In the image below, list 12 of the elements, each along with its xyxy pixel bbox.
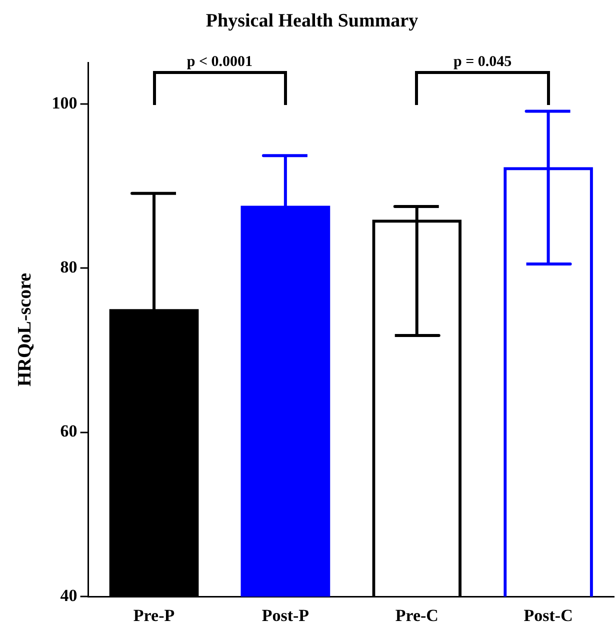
annotation: p = 0.045 [454,54,512,70]
x-tick-label: Post-C [524,606,573,626]
y-axis-title: HRQoL-score [14,272,36,387]
annotation: p < 0.0001 [186,54,253,70]
y-tick-label: 80 [60,258,78,276]
chart-title: Physical Health Summary [206,10,419,32]
y-tick-label: 100 [52,93,78,112]
x-tick-label: Pre-C [395,606,438,626]
x-tick-label: Post-P [262,606,310,626]
x-tick-label: Pre-P [133,606,175,626]
y-tick-label: 40 [60,586,78,605]
y-tick-label: 60 [60,422,78,441]
